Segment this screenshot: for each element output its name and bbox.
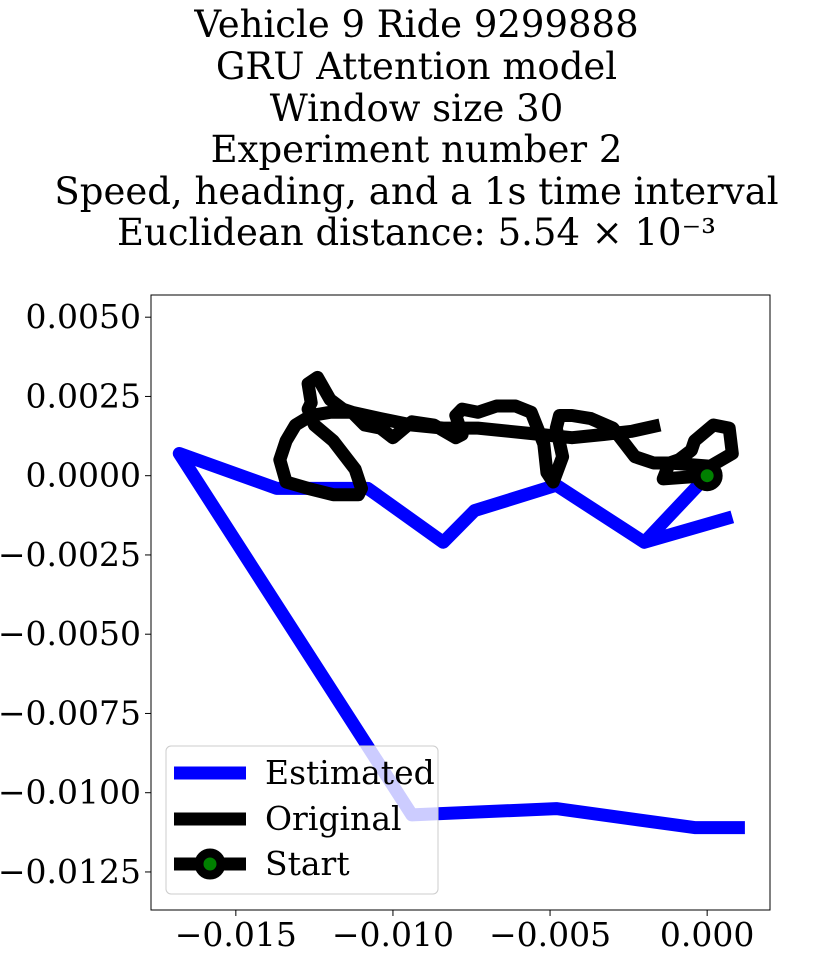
y-tick-label: −0.0100 xyxy=(0,773,141,812)
y-tick-label: 0.0050 xyxy=(26,297,141,336)
x-tick-label: −0.015 xyxy=(175,915,297,954)
chart-title-line-5: Speed, heading, and a 1s time interval xyxy=(54,170,779,213)
legend-box xyxy=(165,745,439,895)
y-tick-label: −0.0050 xyxy=(0,614,141,653)
legend-start-marker xyxy=(194,848,226,880)
series-line-original xyxy=(273,370,739,502)
chart-title-line-2: GRU Attention model xyxy=(215,45,618,88)
legend-label-estimated: Estimated xyxy=(265,753,435,792)
legend-label-start: Start xyxy=(265,844,350,883)
legend-label-original: Original xyxy=(265,799,402,838)
chart-title-line-6: Euclidean distance: 5.54 × 10⁻³ xyxy=(117,211,716,254)
x-tick-label: −0.010 xyxy=(332,915,454,954)
x-tick-label: −0.005 xyxy=(489,915,611,954)
start-marker xyxy=(691,460,723,492)
y-tick-label: −0.0125 xyxy=(0,852,141,891)
chart-title-line-3: Window size 30 xyxy=(269,87,564,130)
y-tick-label: 0.0025 xyxy=(26,376,141,415)
y-tick-label: −0.0075 xyxy=(0,693,141,732)
x-tick-label: 0.000 xyxy=(660,915,754,954)
y-tick-label: 0.0000 xyxy=(26,456,141,495)
axes-frame xyxy=(150,294,771,911)
chart-title-line-4: Experiment number 2 xyxy=(210,128,623,171)
y-tick-label: −0.0025 xyxy=(0,535,141,574)
chart-title-line-1: Vehicle 9 Ride 9299888 xyxy=(194,3,639,46)
